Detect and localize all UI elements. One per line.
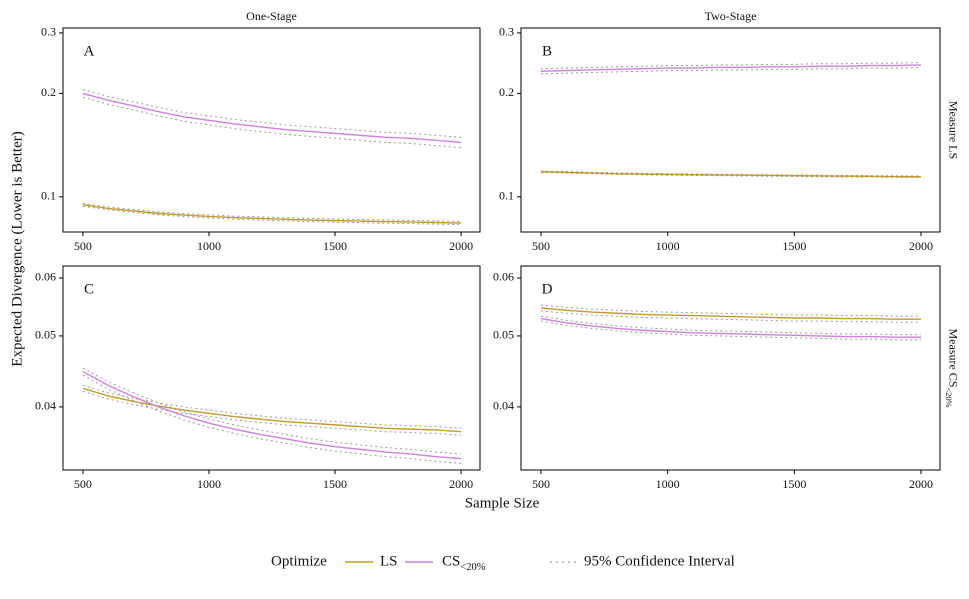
y-tick-label: 0.06 <box>493 270 514 284</box>
x-tick-label: 2000 <box>449 239 473 253</box>
y-tick-label: 0.04 <box>493 399 514 413</box>
confidence-bound <box>540 304 921 317</box>
x-tick-label: 500 <box>532 477 550 491</box>
row-label: Measure LS <box>946 101 960 159</box>
legend-label: CS<20% <box>442 553 486 572</box>
y-tick-label: 0.05 <box>493 328 514 342</box>
confidence-bound <box>540 170 922 177</box>
panel-frame <box>520 265 941 471</box>
panel-letter: C <box>84 281 94 297</box>
x-tick-label: 2000 <box>909 239 933 253</box>
y-tick-label: 0.3 <box>41 25 56 39</box>
series-line <box>82 387 462 433</box>
x-tick-label: 1000 <box>656 477 680 491</box>
confidence-bound <box>540 310 921 323</box>
x-tick-label: 500 <box>532 239 550 253</box>
x-tick-label: 2000 <box>449 477 473 491</box>
panel-letter: D <box>542 281 553 297</box>
confidence-bound <box>82 384 462 429</box>
confidence-bound <box>82 367 462 455</box>
y-tick-label: 0.06 <box>35 270 56 284</box>
x-tick-label: 2000 <box>909 477 933 491</box>
x-tick-label: 1500 <box>323 239 347 253</box>
panel-frame <box>62 27 481 233</box>
confidence-bound <box>540 66 922 75</box>
series-line <box>540 307 921 320</box>
panel-letter: A <box>84 43 95 59</box>
panel-letter: B <box>542 43 552 59</box>
y-tick-label: 0.2 <box>499 85 514 99</box>
series-line <box>82 204 462 224</box>
y-tick-label: 0.05 <box>35 328 56 342</box>
x-tick-label: 1000 <box>197 477 221 491</box>
y-tick-label: 0.3 <box>499 25 514 39</box>
x-tick-label: 1500 <box>782 477 806 491</box>
x-tick-label: 1000 <box>197 239 221 253</box>
y-tick-label: 0.1 <box>499 189 514 203</box>
row-label: Measure CS<20% <box>944 328 961 407</box>
legend-label: LS <box>380 553 398 569</box>
y-tick-label: 0.2 <box>41 85 56 99</box>
x-tick-label: 1500 <box>782 239 806 253</box>
confidence-bound <box>540 315 921 336</box>
x-tick-label: 1500 <box>323 477 347 491</box>
confidence-bound <box>82 205 462 226</box>
series-line <box>540 317 921 338</box>
y-tick-label: 0.04 <box>35 399 56 413</box>
x-tick-label: 1000 <box>656 239 680 253</box>
series-line <box>540 171 922 178</box>
x-axis-label: Sample Size <box>465 495 540 511</box>
x-tick-label: 500 <box>74 239 92 253</box>
series-line <box>540 64 922 72</box>
confidence-bound <box>540 62 922 70</box>
y-axis-label: Expected Divergence (Lower is Better) <box>9 131 25 366</box>
panel-frame <box>520 27 941 233</box>
x-tick-label: 500 <box>74 477 92 491</box>
legend-ci-label: 95% Confidence Interval <box>584 553 735 569</box>
confidence-bound <box>82 374 462 464</box>
column-label: Two-Stage <box>705 9 757 23</box>
confidence-bound <box>82 89 462 138</box>
column-label: One-Stage <box>246 9 297 23</box>
legend-title: Optimize <box>271 553 327 569</box>
confidence-bound <box>540 172 922 179</box>
y-tick-label: 0.1 <box>41 189 56 203</box>
confidence-bound <box>82 202 462 222</box>
confidence-bound <box>540 320 921 341</box>
panel-frame <box>62 265 481 471</box>
series-line <box>82 370 462 460</box>
confidence-bound <box>82 96 462 149</box>
series-line <box>82 92 462 144</box>
